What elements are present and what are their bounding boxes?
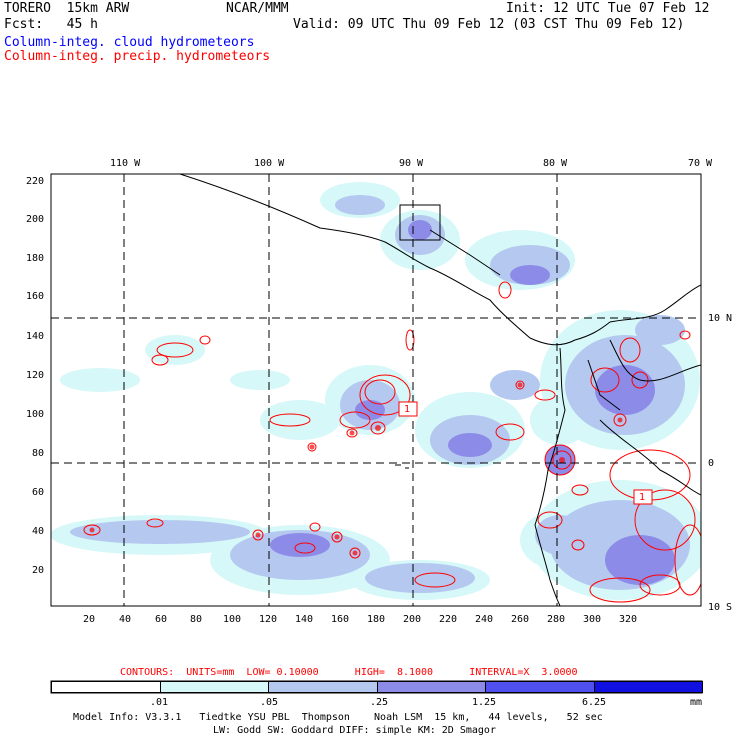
x-tick: 120 [259, 614, 278, 625]
lat-label: 10 S [708, 602, 733, 613]
y-tick: 140 [26, 331, 45, 342]
x-tick: 40 [119, 614, 132, 625]
model-info-line1: Model Info: V3.3.1 Tiedtke YSU PBL Thomp… [73, 712, 603, 723]
colorbar-segment [268, 681, 378, 693]
x-tick: 80 [190, 614, 203, 625]
x-tick: 160 [331, 614, 350, 625]
y-tick: 80 [32, 448, 45, 459]
colorbar-label: .05 [260, 697, 279, 708]
colorbar-label: 1.25 [472, 697, 497, 708]
x-tick: 260 [511, 614, 530, 625]
lon-label: 110 W [110, 158, 141, 169]
x-tick: 20 [83, 614, 96, 625]
center-name: NCAR/MMM [226, 1, 289, 16]
lat-label: 10 N [708, 313, 733, 324]
colorbar-label: .25 [370, 697, 389, 708]
lon-label: 90 W [399, 158, 424, 169]
colorbar-segment [51, 681, 161, 693]
x-tick: 140 [295, 614, 314, 625]
cloud-field-label: Column-integ. cloud hydrometeors [4, 35, 255, 50]
lon-label: 100 W [254, 158, 285, 169]
x-tick: 280 [547, 614, 566, 625]
y-tick: 60 [32, 487, 45, 498]
x-tick: 240 [475, 614, 494, 625]
contour-label-2: 1 [639, 492, 646, 503]
x-tick: 200 [403, 614, 422, 625]
valid-time: Valid: 09 UTC Thu 09 Feb 12 (03 CST Thu … [293, 17, 685, 32]
lat-label: 0 [708, 458, 715, 469]
contour-label-1: 1 [404, 404, 411, 415]
y-tick: 160 [26, 291, 45, 302]
colorbar-segment [376, 681, 486, 693]
x-tick: 220 [439, 614, 458, 625]
y-tick: 120 [26, 370, 45, 381]
x-tick: 180 [367, 614, 386, 625]
colorbar-label: 6.25 [582, 697, 607, 708]
contour-info: CONTOURS: UNITS=mm LOW= 0.10000 HIGH= 8.… [120, 667, 578, 678]
y-tick: 100 [26, 409, 45, 420]
y-tick: 220 [26, 176, 45, 187]
x-tick: 320 [619, 614, 638, 625]
lon-label: 70 W [688, 158, 713, 169]
colorbar-label: .01 [150, 697, 169, 708]
y-tick: 20 [32, 565, 45, 576]
colorbar-unit: mm [690, 697, 703, 708]
forecast-hour: Fcst: 45 h [4, 17, 98, 32]
colorbar-segment [485, 681, 595, 693]
model-info-line2: LW: Godd SW: Goddard DIFF: simple KM: 2D… [213, 725, 496, 736]
lon-label: 80 W [543, 158, 568, 169]
colorbar-segment [593, 681, 703, 693]
precip-field-label: Column-integ. precip. hydrometeors [4, 49, 271, 64]
x-tick: 100 [223, 614, 242, 625]
y-tick: 40 [32, 526, 45, 537]
init-time: Init: 12 UTC Tue 07 Feb 12 [506, 1, 710, 16]
plot-frame [50, 173, 702, 607]
x-tick: 60 [155, 614, 168, 625]
model-title: TORERO 15km ARW [4, 1, 130, 16]
y-tick: 200 [26, 214, 45, 225]
colorbar-segment [159, 681, 269, 693]
precip-field [51, 174, 701, 606]
y-tick: 180 [26, 253, 45, 264]
x-tick: 300 [583, 614, 602, 625]
